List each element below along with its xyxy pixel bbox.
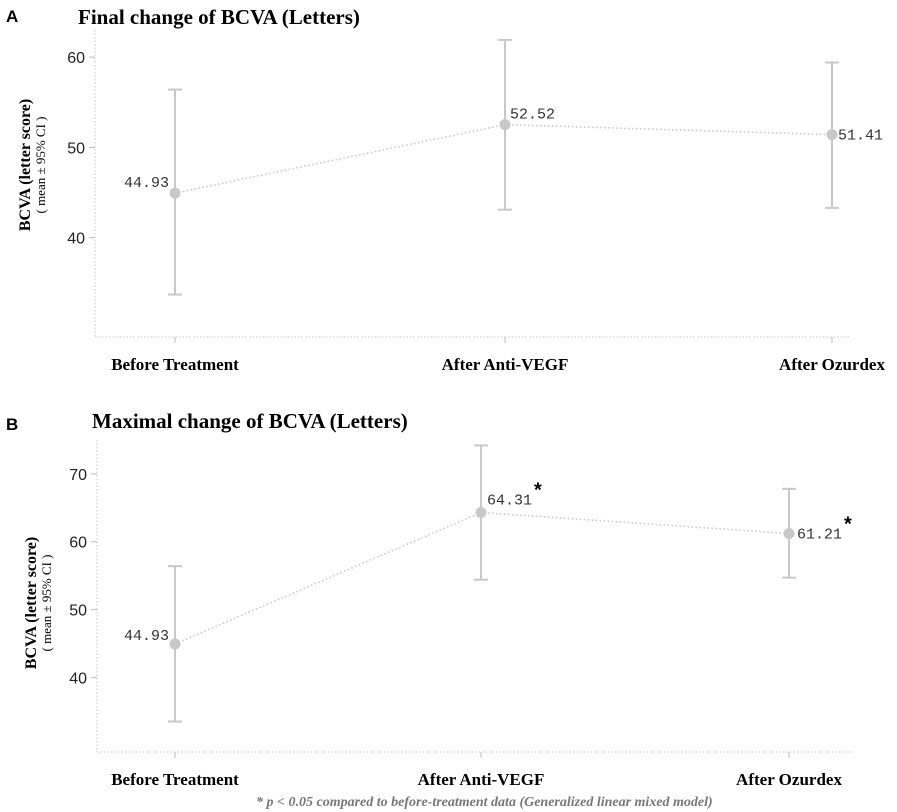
- panel-a-series-line: [174, 123, 833, 194]
- panel-b-data-point: [783, 528, 795, 540]
- panel-b-xtick-label: After Ozurdex: [736, 770, 842, 789]
- panel-b: B Maximal change of BCVA (Letters) BCVA …: [6, 409, 852, 789]
- panel-a-data-label: 52.52: [510, 107, 555, 124]
- panel-b-ylabel-sub: ( mean ± 95% CI ): [39, 554, 54, 651]
- panel-a: A Final change of BCVA (Letters) BCVA (l…: [6, 5, 885, 374]
- panel-a-ytick-label: 40: [67, 231, 85, 248]
- panel-b-ytick-label: 50: [69, 603, 87, 620]
- panel-b-data-label: 44.93: [124, 628, 169, 645]
- panel-a-data-point: [826, 129, 838, 141]
- panel-a-data-point: [169, 187, 181, 199]
- panel-b-significance-marker: *: [844, 514, 852, 536]
- panel-a-title: Final change of BCVA (Letters): [78, 5, 360, 29]
- panel-b-data-label: 64.31: [487, 493, 532, 510]
- panel-b-ylabel-group: BCVA (letter score) ( mean ± 95% CI ): [23, 537, 54, 669]
- panel-a-ylabel: BCVA (letter score): [17, 99, 34, 231]
- panel-b-ytick-label: 60: [69, 535, 87, 552]
- panel-a-xtick-label: After Ozurdex: [779, 355, 885, 374]
- panel-a-data-label: 51.41: [838, 128, 883, 145]
- panel-b-data-point: [475, 507, 487, 519]
- panel-b-xtick-label: After Anti-VEGF: [418, 770, 545, 789]
- panel-a-letter: A: [6, 7, 18, 26]
- panel-b-xtick-label: Before Treatment: [111, 770, 239, 789]
- panel-a-ytick-label: 50: [67, 140, 85, 157]
- panel-a-ylabel-sub: ( mean ± 95% CI ): [33, 116, 48, 213]
- panel-b-data-label: 61.21: [797, 527, 842, 544]
- panel-a-xtick-label: Before Treatment: [111, 355, 239, 374]
- panel-a-data-label: 44.93: [124, 175, 169, 192]
- panel-b-ylabel: BCVA (letter score): [23, 537, 40, 669]
- footnote: * p < 0.05 compared to before-treatment …: [256, 795, 713, 810]
- panel-a-data-point: [499, 119, 511, 131]
- panel-a-ytick-label: 60: [67, 50, 85, 67]
- panel-b-title: Maximal change of BCVA (Letters): [92, 409, 408, 433]
- panel-b-significance-marker: *: [534, 480, 542, 502]
- panel-a-ylabel-group: BCVA (letter score) ( mean ± 95% CI ): [17, 99, 48, 231]
- panel-b-ytick-label: 40: [69, 670, 87, 687]
- panel-b-letter: B: [6, 415, 18, 434]
- panel-b-data-point: [169, 638, 181, 650]
- panel-a-xtick-label: After Anti-VEGF: [442, 355, 569, 374]
- panel-b-ytick-label: 70: [69, 467, 87, 484]
